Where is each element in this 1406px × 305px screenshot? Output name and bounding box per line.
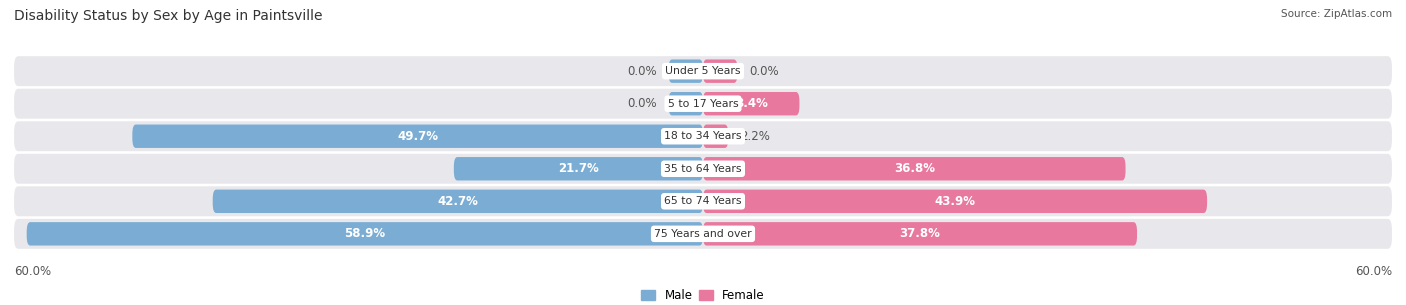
FancyBboxPatch shape — [14, 186, 1392, 216]
Text: 43.9%: 43.9% — [935, 195, 976, 208]
Text: 8.4%: 8.4% — [735, 97, 768, 110]
FancyBboxPatch shape — [14, 89, 1392, 119]
Text: 60.0%: 60.0% — [1355, 265, 1392, 278]
FancyBboxPatch shape — [14, 154, 1392, 184]
FancyBboxPatch shape — [212, 190, 703, 213]
Text: 5 to 17 Years: 5 to 17 Years — [668, 99, 738, 109]
Text: 49.7%: 49.7% — [396, 130, 439, 143]
Legend: Male, Female: Male, Female — [637, 284, 769, 305]
FancyBboxPatch shape — [703, 222, 1137, 246]
Text: 58.9%: 58.9% — [344, 227, 385, 240]
FancyBboxPatch shape — [669, 59, 703, 83]
Text: Disability Status by Sex by Age in Paintsville: Disability Status by Sex by Age in Paint… — [14, 9, 322, 23]
Text: 36.8%: 36.8% — [894, 162, 935, 175]
FancyBboxPatch shape — [669, 92, 703, 115]
FancyBboxPatch shape — [14, 56, 1392, 86]
FancyBboxPatch shape — [454, 157, 703, 181]
Text: 42.7%: 42.7% — [437, 195, 478, 208]
FancyBboxPatch shape — [703, 190, 1208, 213]
FancyBboxPatch shape — [14, 219, 1392, 249]
Text: 2.2%: 2.2% — [740, 130, 769, 143]
Text: 21.7%: 21.7% — [558, 162, 599, 175]
Text: 0.0%: 0.0% — [627, 65, 657, 78]
Text: 0.0%: 0.0% — [749, 65, 779, 78]
Text: 37.8%: 37.8% — [900, 227, 941, 240]
Text: Under 5 Years: Under 5 Years — [665, 66, 741, 76]
FancyBboxPatch shape — [27, 222, 703, 246]
Text: Source: ZipAtlas.com: Source: ZipAtlas.com — [1281, 9, 1392, 19]
FancyBboxPatch shape — [703, 92, 800, 115]
Text: 0.0%: 0.0% — [627, 97, 657, 110]
Text: 75 Years and over: 75 Years and over — [654, 229, 752, 239]
Text: 35 to 64 Years: 35 to 64 Years — [664, 164, 742, 174]
Text: 65 to 74 Years: 65 to 74 Years — [664, 196, 742, 206]
FancyBboxPatch shape — [703, 124, 728, 148]
Text: 18 to 34 Years: 18 to 34 Years — [664, 131, 742, 141]
FancyBboxPatch shape — [14, 121, 1392, 151]
FancyBboxPatch shape — [703, 157, 1126, 181]
Text: 60.0%: 60.0% — [14, 265, 51, 278]
FancyBboxPatch shape — [132, 124, 703, 148]
FancyBboxPatch shape — [703, 59, 738, 83]
